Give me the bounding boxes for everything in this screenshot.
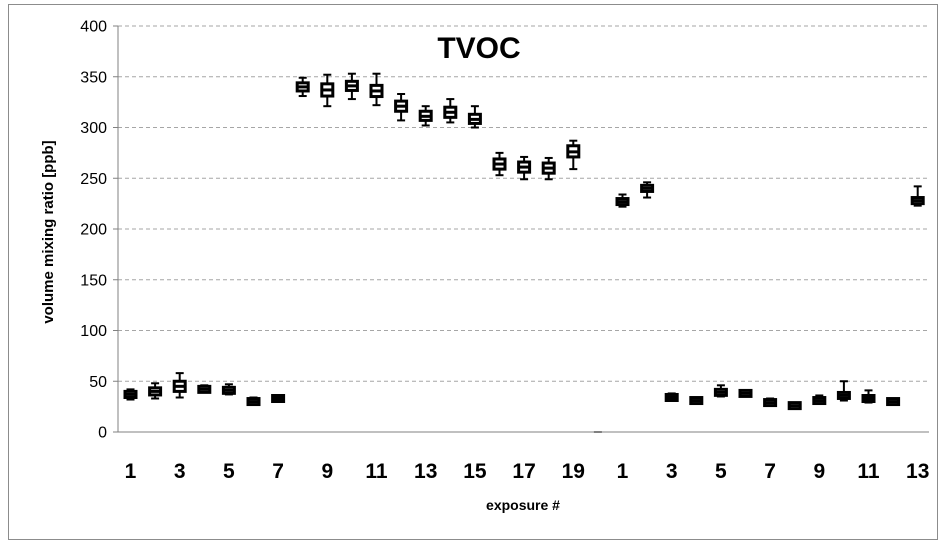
box-plot (221, 383, 236, 396)
box-plot (394, 93, 409, 122)
y-tick-label: 200 (80, 222, 107, 239)
box-plot (320, 73, 335, 108)
box-plot (640, 181, 655, 199)
box-plot (861, 389, 876, 404)
box-plot (344, 72, 359, 101)
x-tick-label: 3 (174, 460, 186, 483)
box-plot (713, 384, 728, 398)
box-plot (910, 185, 925, 207)
box-plot (369, 72, 384, 107)
box-plot (492, 151, 507, 177)
x-axis-label: exposure # (486, 497, 560, 513)
y-tick-label: 250 (80, 171, 107, 188)
box-plot (886, 397, 901, 407)
box-plot (689, 396, 704, 406)
chart-frame: 0 50 100 150 200 250 300 350 400 1 3 5 7 9 11 13 15 17 19… (8, 4, 938, 540)
box-plot (295, 76, 310, 98)
box-plot (246, 396, 261, 407)
box-plot (664, 392, 679, 402)
y-tick-labels: 0 50 100 150 200 250 300 350 400 (80, 19, 118, 442)
gridlines (118, 25, 929, 382)
y-tick-label: 300 (80, 120, 107, 137)
x-tick-label: 3 (666, 460, 678, 483)
box-plot (443, 98, 458, 124)
x-tick-label: 11 (365, 460, 388, 483)
box-plot (172, 372, 187, 399)
x-tick-label: 13 (414, 460, 437, 483)
box-plot (738, 388, 753, 398)
box-plot (566, 139, 581, 171)
box-plot (271, 394, 286, 404)
box-plot (123, 388, 138, 401)
box-plot (541, 156, 556, 181)
x-tick-label: 7 (764, 460, 776, 483)
box-plot (467, 105, 482, 129)
box-plot (836, 380, 851, 402)
y-tick-label: 50 (89, 374, 107, 391)
box-plot (418, 105, 433, 127)
y-tick-label: 350 (80, 69, 107, 86)
box-plot (517, 155, 532, 181)
y-tick-label: 100 (80, 323, 107, 340)
x-tick-label: 1 (125, 460, 137, 483)
x-tick-label: 7 (272, 460, 284, 483)
x-tick-labels: 1 3 5 7 9 11 13 15 17 19 1 3 5 7 9 11 13 (125, 460, 930, 483)
x-tick-label: 19 (562, 460, 585, 483)
box-plot (615, 193, 630, 208)
box-plots (123, 72, 925, 433)
y-tick-label: 150 (80, 272, 107, 289)
y-tick-label: 400 (80, 19, 107, 36)
y-tick-label: 0 (98, 425, 107, 442)
box-plot (148, 382, 163, 400)
x-tick-label: 1 (617, 460, 629, 483)
box-plot (763, 397, 778, 408)
x-tick-label: 11 (857, 460, 880, 483)
x-tick-label: 9 (321, 460, 333, 483)
x-tick-label: 5 (223, 460, 235, 483)
box-plot (197, 384, 212, 394)
x-tick-label: 13 (906, 460, 929, 483)
x-tick-label: 5 (715, 460, 727, 483)
x-tick-label: 15 (463, 460, 487, 483)
box-plot (812, 394, 827, 406)
y-axis-label: volume mixing ratio [ppb] (40, 140, 57, 323)
x-tick-label: 9 (813, 460, 825, 483)
chart-title: TVOC (437, 32, 520, 65)
box-plot (787, 401, 802, 411)
x-tick-label: 17 (512, 460, 535, 483)
